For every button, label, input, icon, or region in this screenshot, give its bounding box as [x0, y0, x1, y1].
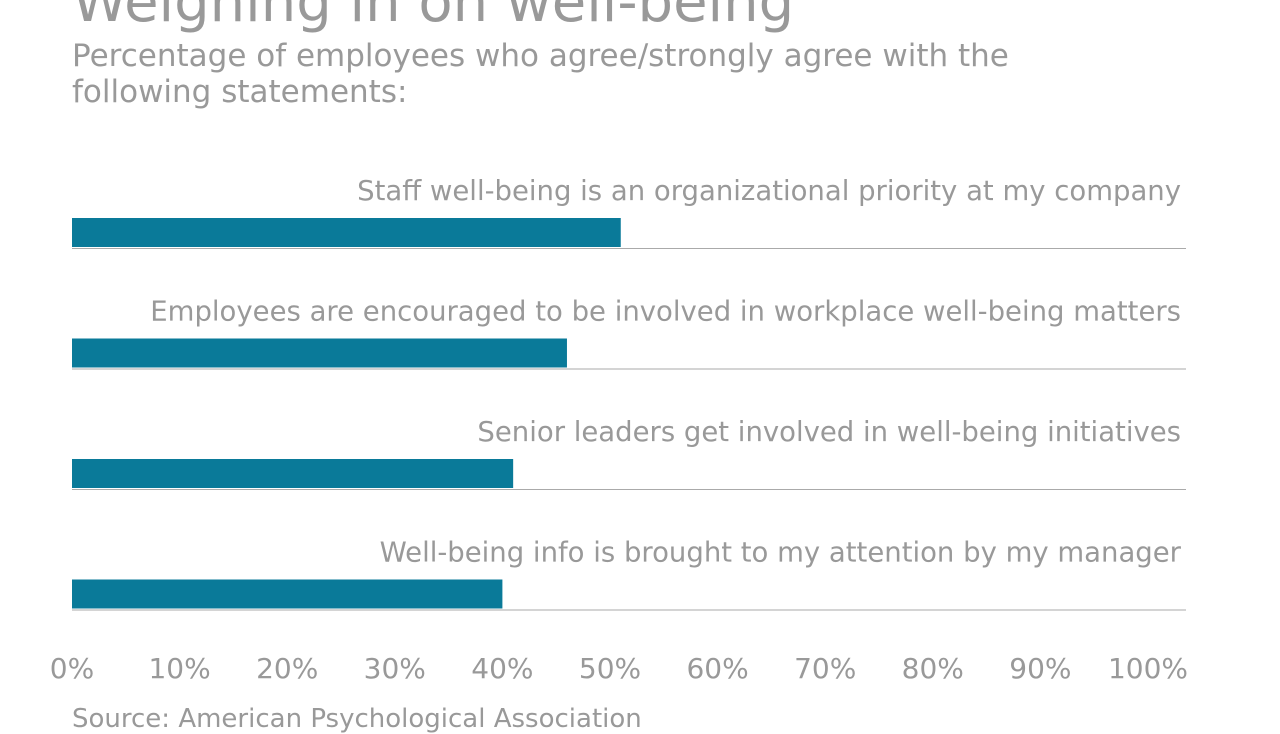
- x-tick-label: 10%: [148, 652, 210, 685]
- bar: [72, 218, 621, 247]
- x-tick-label: 90%: [1009, 652, 1071, 685]
- x-tick-label: 60%: [686, 652, 748, 685]
- source-note: Source: American Psychological Associati…: [72, 704, 642, 734]
- category-label: Well-being info is brought to my attenti…: [380, 537, 1182, 569]
- chart-title: Weighing in on well-being: [72, 0, 795, 35]
- x-tick-label: 0%: [50, 652, 94, 685]
- chart-subtitle: Percentage of employees who agree/strong…: [72, 38, 1009, 110]
- x-tick-label: 100%: [1108, 652, 1188, 685]
- x-tick-label: 20%: [256, 652, 318, 685]
- category-label: Staff well-being is an organizational pr…: [357, 175, 1181, 207]
- x-tick-label: 80%: [902, 652, 964, 685]
- x-tick-label: 30%: [364, 652, 426, 685]
- x-tick-label: 40%: [471, 652, 533, 685]
- bar: [72, 579, 503, 609]
- category-label: Employees are encouraged to be involved …: [150, 296, 1181, 328]
- bar: [72, 459, 514, 488]
- bar: [72, 338, 567, 368]
- x-tick-label: 50%: [579, 652, 641, 685]
- x-tick-label: 70%: [794, 652, 856, 685]
- category-label: Senior leaders get involved in well-bein…: [477, 416, 1181, 448]
